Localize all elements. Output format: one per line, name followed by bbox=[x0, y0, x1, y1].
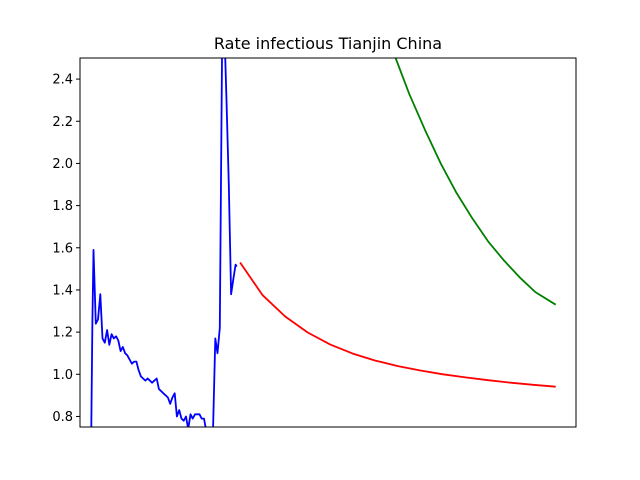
plot-area bbox=[90, 58, 557, 427]
y-tick-label: 2.0 bbox=[52, 157, 73, 172]
chart-title: Rate infectious Tianjin China bbox=[214, 34, 442, 53]
y-tick-label: 1.2 bbox=[52, 326, 73, 341]
series-line-2 bbox=[239, 261, 556, 388]
y-tick-label: 1.8 bbox=[52, 199, 73, 214]
y-tick-label: 2.4 bbox=[52, 73, 73, 88]
y-tick-label: 1.4 bbox=[52, 283, 73, 298]
axes-frame bbox=[79, 57, 577, 428]
y-tick-label: 2.2 bbox=[52, 115, 73, 130]
series-line-3 bbox=[394, 58, 557, 306]
y-tick-label: 1.6 bbox=[52, 241, 73, 256]
y-tick-label: 1.0 bbox=[52, 368, 73, 383]
y-tick-label: 0.8 bbox=[52, 410, 73, 425]
series-line-1 bbox=[90, 58, 238, 427]
y-axis: 0.8 1.0 1.2 1.4 1.6 1.8 2.0 2.2 2.4 bbox=[52, 73, 80, 425]
